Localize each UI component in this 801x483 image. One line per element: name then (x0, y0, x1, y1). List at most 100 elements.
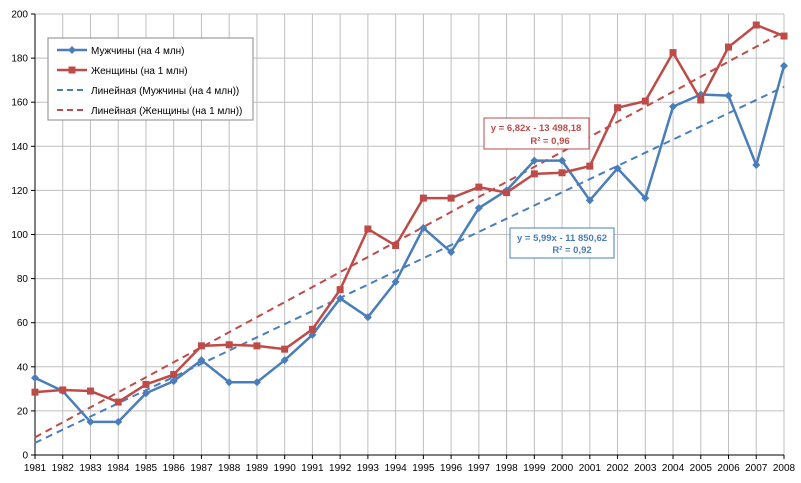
data-point-women (253, 342, 261, 350)
data-point-men (141, 389, 150, 398)
data-point-women (503, 189, 511, 197)
x-tick-label: 2003 (634, 463, 657, 474)
trendlines (34, 30, 785, 444)
data-point-women (725, 43, 733, 51)
data-point-women (336, 286, 344, 294)
y-tick-label: 80 (17, 274, 29, 285)
legend-box (47, 37, 254, 121)
data-point-women (281, 345, 289, 353)
x-tick-label: 1992 (329, 463, 352, 474)
data-series (31, 21, 788, 426)
legend-marker-men (68, 46, 76, 54)
x-tick-label: 2005 (690, 463, 713, 474)
legend-label-men: Мужчины (на 4 млн) (91, 46, 185, 57)
data-point-men (752, 161, 761, 170)
x-tick-label: 1997 (468, 463, 491, 474)
x-tick-label: 1995 (412, 463, 435, 474)
x-tick-label: 2007 (745, 463, 768, 474)
equation-box-women: y = 6,82x - 13 498,18 R² = 0,96 (483, 117, 590, 150)
data-point-men (336, 294, 345, 303)
data-point-men (280, 356, 289, 365)
x-tick-label: 1983 (79, 463, 102, 474)
data-point-women (530, 170, 538, 178)
data-point-men (308, 330, 317, 339)
equation-frame-men (509, 227, 615, 259)
data-point-men (474, 204, 483, 213)
x-tick-label: 1996 (440, 463, 463, 474)
y-tick-label: 200 (11, 10, 28, 21)
data-point-women (447, 194, 455, 202)
legend-entry-women: Женщины (на 1 млн) (57, 66, 188, 77)
x-tick-label: 1998 (495, 463, 518, 474)
x-tick-label: 2006 (717, 463, 740, 474)
legend-entry-trend-men: Линейная (Мужчины (на 4 млн)) (57, 86, 239, 97)
x-tick-label: 2001 (579, 463, 602, 474)
equation-women: y = 6,82x - 13 498,18 (491, 123, 582, 134)
r-squared-men: R² = 0,92 (552, 245, 591, 256)
x-tick-label: 1985 (135, 463, 158, 474)
legend-entry-trend-women: Линейная (Женщины (на 1 млн)) (57, 106, 242, 117)
y-tick-label: 100 (11, 230, 28, 241)
data-point-men (197, 356, 206, 365)
y-tick-label: 180 (11, 54, 28, 65)
data-point-men (585, 196, 594, 205)
legend-label-trend-men: Линейная (Мужчины (на 4 млн)) (91, 86, 239, 97)
trendline-men (34, 85, 785, 444)
trendline-women (34, 30, 785, 439)
data-point-men (447, 248, 456, 257)
data-point-men (613, 164, 622, 173)
r-squared-women: R² = 0,96 (530, 136, 569, 147)
data-point-women (392, 242, 400, 250)
x-tick-label: 1994 (385, 463, 408, 474)
data-point-women (59, 386, 67, 394)
data-point-women (114, 398, 122, 406)
data-point-women (225, 341, 233, 349)
data-point-men (225, 378, 234, 387)
data-point-men (669, 102, 678, 111)
x-tick-label: 1981 (24, 463, 47, 474)
legend-marker-women (68, 66, 76, 74)
y-tick-label: 60 (17, 318, 29, 329)
y-tick-label: 0 (22, 451, 28, 462)
x-tick-label: 1988 (218, 463, 241, 474)
data-point-men (86, 417, 95, 426)
x-tick-label: 1987 (190, 463, 213, 474)
data-point-women (142, 380, 150, 388)
data-point-women (669, 49, 677, 57)
x-tick-label: 1999 (523, 463, 546, 474)
data-point-men (780, 61, 788, 70)
data-point-men (169, 377, 178, 386)
data-point-women (697, 96, 705, 104)
data-point-women (752, 21, 760, 29)
x-tick-label: 1986 (163, 463, 186, 474)
data-point-women (614, 104, 622, 112)
equation-box-men: y = 5,99x - 11 850,62 R² = 0,92 (509, 227, 615, 259)
data-point-men (391, 277, 400, 286)
x-tick-label: 1991 (301, 463, 324, 474)
data-point-women (364, 225, 372, 233)
y-tick-label: 20 (17, 406, 29, 417)
y-tick-label: 120 (11, 186, 28, 197)
data-point-men (558, 156, 567, 165)
legend-label-women: Женщины (на 1 млн) (91, 66, 188, 77)
y-tick-label: 140 (11, 142, 28, 153)
x-tick-label: 2002 (606, 463, 629, 474)
data-point-women (586, 162, 594, 170)
series-line-men (34, 65, 786, 424)
x-tick-label: 1989 (246, 463, 269, 474)
data-point-men (114, 417, 123, 426)
legend: Мужчины (на 4 млн) Женщины (на 1 млн) Ли… (47, 37, 254, 121)
data-point-women (86, 387, 94, 395)
data-point-women (475, 183, 483, 191)
x-tick-label: 2008 (773, 463, 796, 474)
data-point-men (530, 156, 539, 165)
data-point-women (170, 371, 178, 379)
y-tick-label: 160 (11, 98, 28, 109)
x-tick-label: 1990 (274, 463, 297, 474)
data-point-women (419, 194, 427, 202)
data-point-men (419, 223, 428, 232)
data-point-men (641, 194, 650, 203)
equation-men: y = 5,99x - 11 850,62 (517, 233, 607, 244)
x-tick-label: 1984 (107, 463, 130, 474)
